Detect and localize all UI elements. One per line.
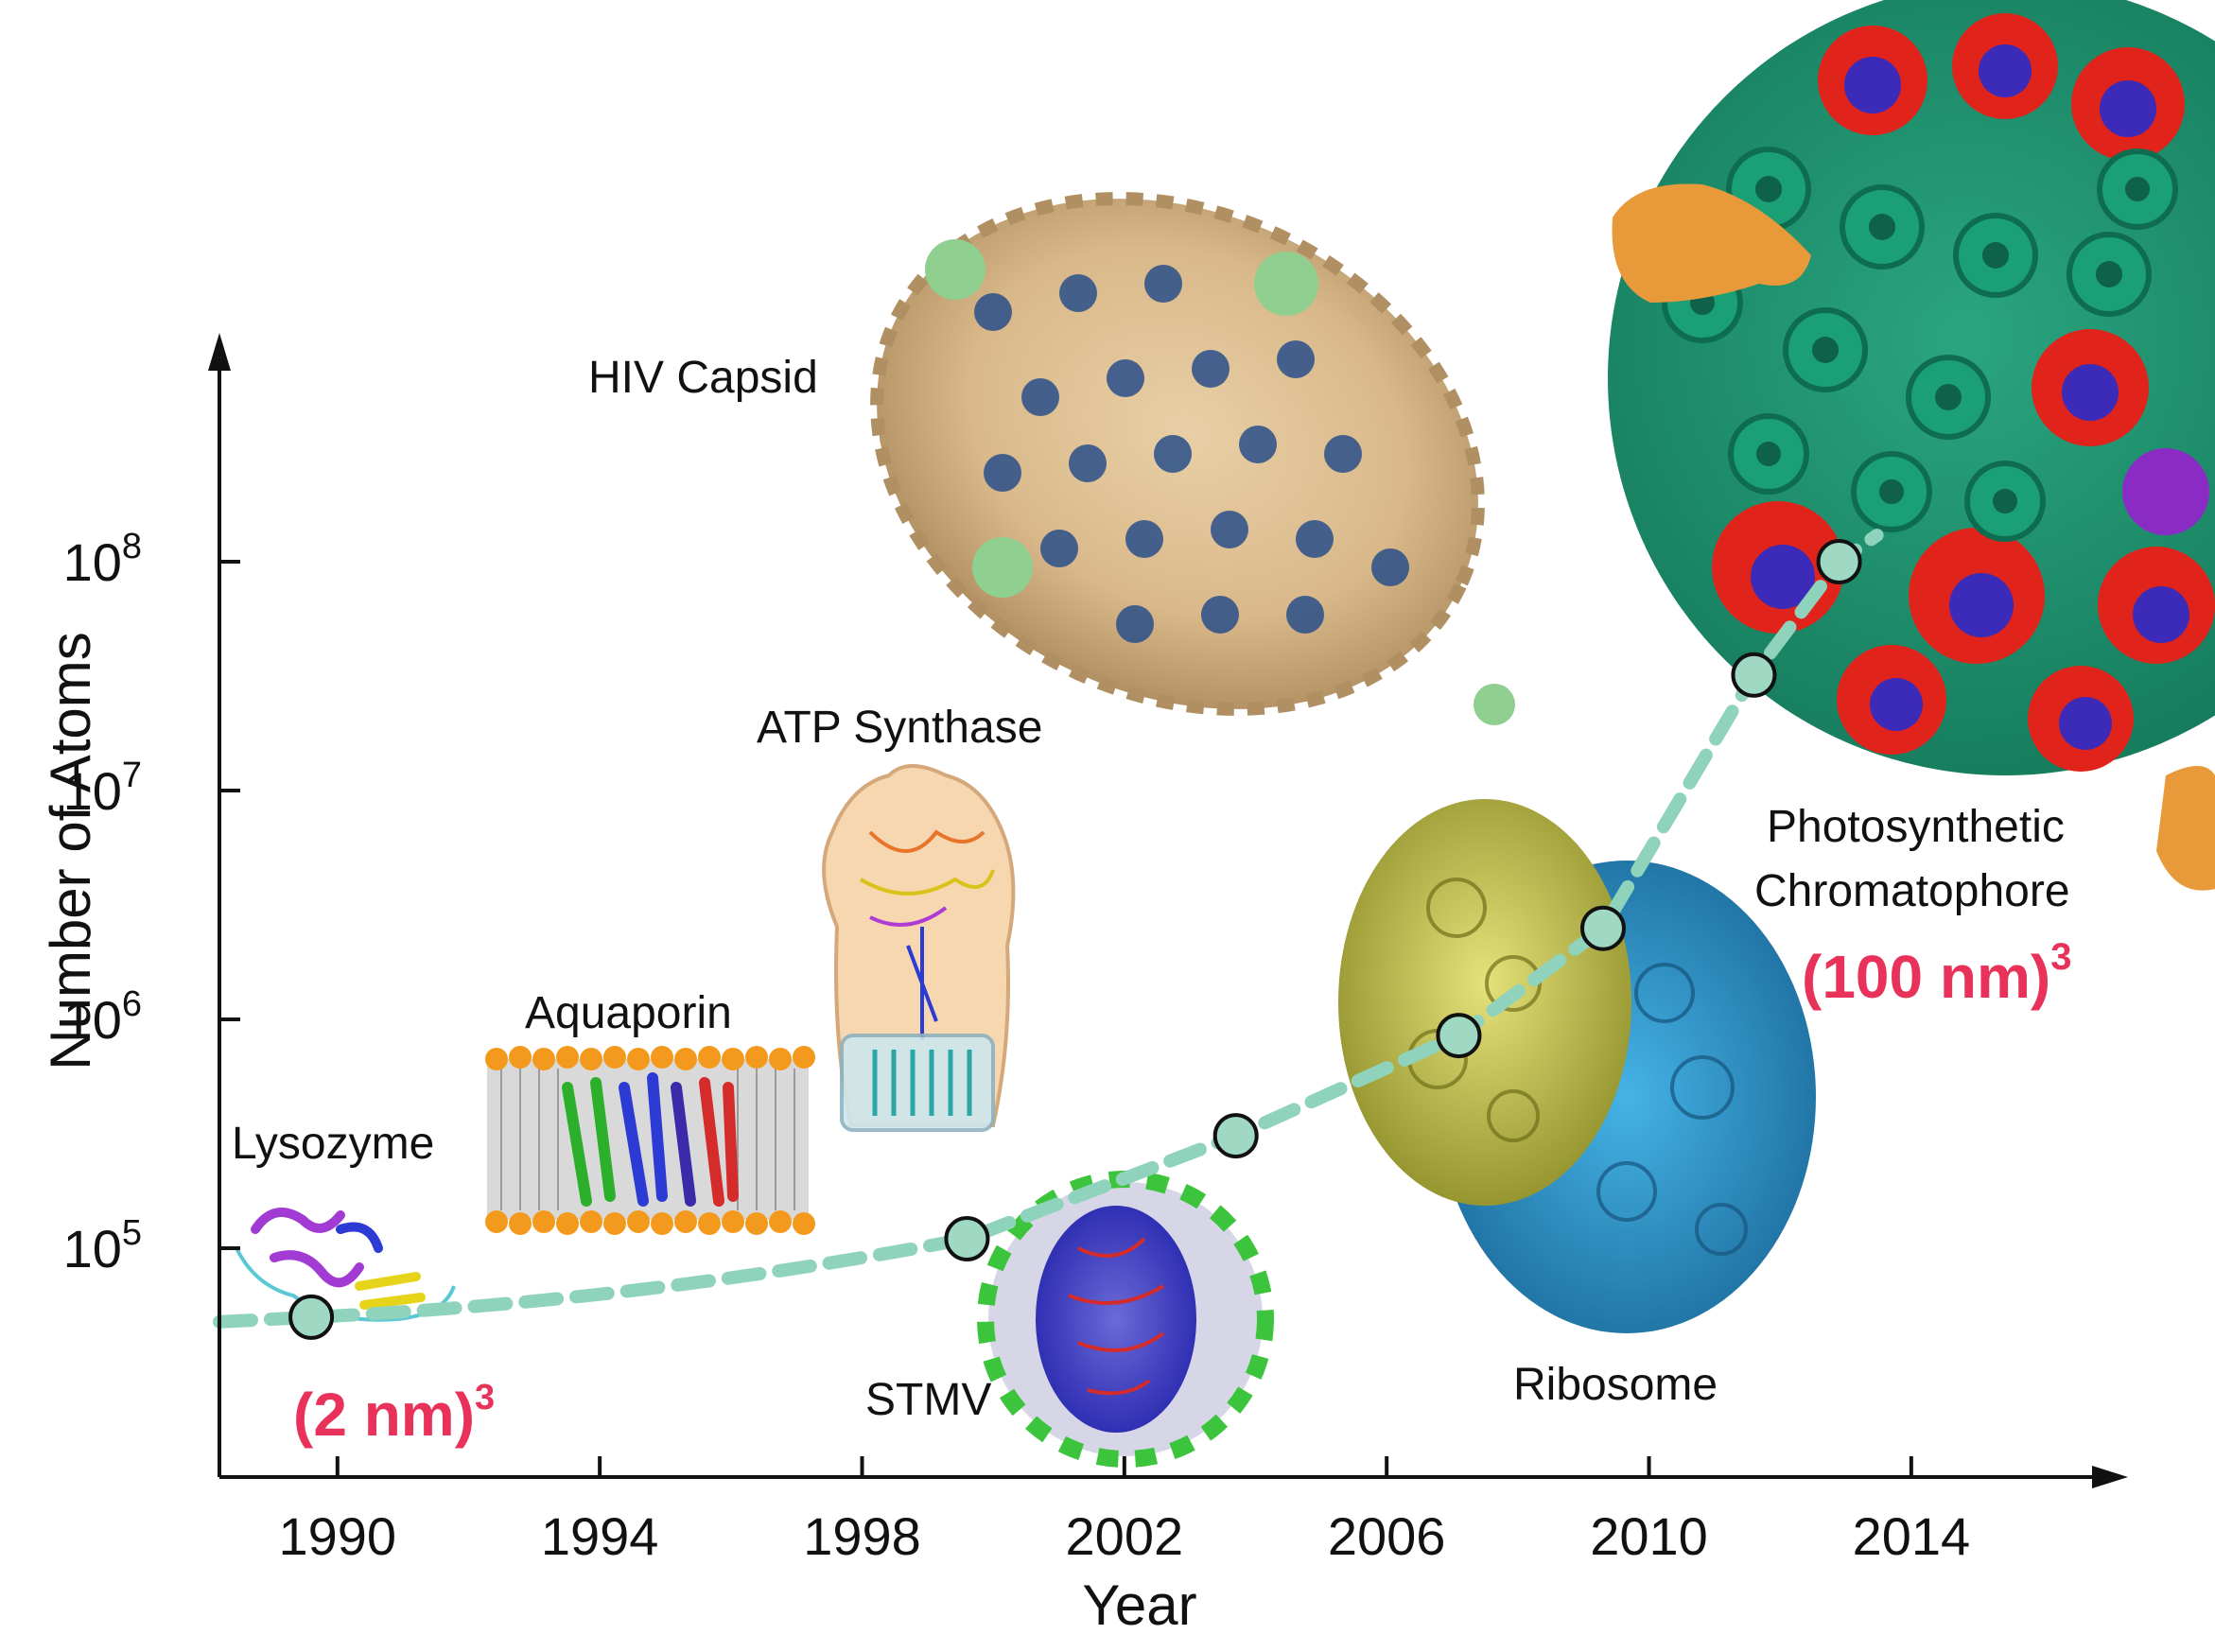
data-point-aquaporin <box>944 1215 990 1261</box>
size-annotation-small-base: (2 nm) <box>293 1381 475 1449</box>
y-ticks-layer: 105 106 107 108 <box>63 527 240 1278</box>
data-point-lysozyme <box>288 1294 335 1340</box>
label-hiv-capsid: HIV Capsid <box>588 353 818 403</box>
y-tick-label: 107 <box>63 756 142 821</box>
stmv-image <box>977 1171 1274 1468</box>
y-tick-label: 108 <box>63 527 142 592</box>
trend-line <box>213 529 1884 1329</box>
data-point-hiv-capsid <box>1731 652 1777 698</box>
points-layer <box>288 539 1862 1340</box>
data-point-stmv <box>1436 1013 1482 1059</box>
label-ribosome: Ribosome <box>1513 1360 1718 1410</box>
x-tick-label: 2002 <box>1066 1506 1184 1566</box>
x-axis-title: Year <box>1082 1574 1196 1637</box>
x-tick-label: 2010 <box>1590 1506 1708 1566</box>
x-tick-label: 1990 <box>279 1506 397 1566</box>
size-annotation-large-base: (100 nm) <box>1802 943 2050 1011</box>
data-point-photosynthetic-chromatophore <box>1816 539 1862 584</box>
x-tick-label: 2014 <box>1853 1506 1971 1566</box>
size-annotation-small: (2 nm)3 <box>293 1378 495 1449</box>
x-tick-label: 1998 <box>803 1506 921 1566</box>
label-lysozyme: Lysozyme <box>232 1119 434 1169</box>
y-axis-arrow-icon <box>208 333 231 371</box>
lysozyme-image <box>235 1208 456 1322</box>
label-chromatophore-line2: Chromatophore <box>1754 866 2070 916</box>
hiv-capsid-image <box>870 192 1515 725</box>
axes <box>208 333 2128 1488</box>
data-point-ribosome <box>1579 905 1626 951</box>
x-ticks-layer: 1990 1994 1998 2002 2006 2010 2014 <box>279 1456 1971 1566</box>
label-atp-synthase: ATP Synthase <box>757 703 1042 753</box>
chromatophore-image <box>1608 0 2215 891</box>
x-tick-label: 1994 <box>541 1506 659 1566</box>
y-tick-label: 105 <box>63 1213 142 1278</box>
x-axis-arrow-icon <box>2092 1466 2128 1488</box>
label-aquaporin: Aquaporin <box>525 988 732 1038</box>
size-annotation-large: (100 nm)3 <box>1802 936 2071 1011</box>
atp-synthase-image <box>822 764 1016 1132</box>
size-annotation-small-exp: 3 <box>475 1378 495 1417</box>
aquaporin-image <box>485 1046 815 1235</box>
y-tick-label: 106 <box>63 984 142 1050</box>
x-tick-label: 2006 <box>1328 1506 1446 1566</box>
trend-layer <box>213 529 1884 1329</box>
ribosome-image <box>1338 799 1816 1333</box>
label-chromatophore-line1: Photosynthetic <box>1767 802 2065 852</box>
size-annotation-large-exp: 3 <box>2050 936 2071 978</box>
data-point-atp-synthase <box>1212 1113 1259 1159</box>
y-axis-title: Number of Atoms <box>39 632 102 1070</box>
label-stmv: STMV <box>865 1375 991 1425</box>
